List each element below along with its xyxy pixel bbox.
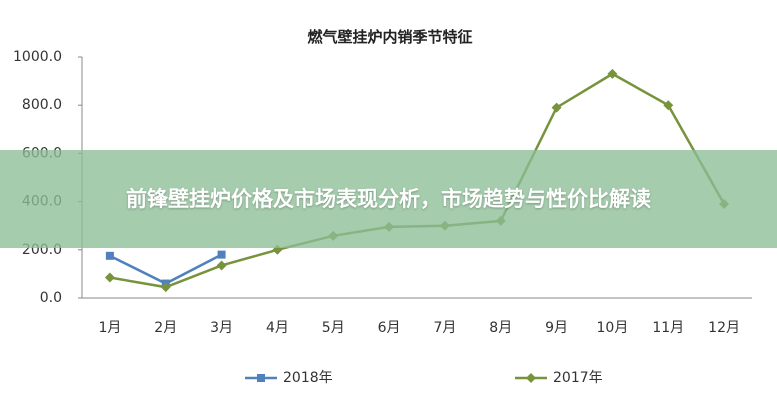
point <box>607 68 618 79</box>
chart-title: 燃气壁挂炉内销季节特征 <box>307 28 472 46</box>
x-tick-label: 4月 <box>266 320 289 336</box>
x-tick-label: 6月 <box>378 320 401 336</box>
legend-label: 2017年 <box>553 370 603 386</box>
y-tick-label: 1000.0 <box>13 49 62 65</box>
x-tick-label: 1月 <box>98 320 121 336</box>
point <box>663 100 674 111</box>
x-tick-label: 3月 <box>210 320 233 336</box>
x-tick-label: 7月 <box>433 320 456 336</box>
point <box>216 260 227 271</box>
x-tick-label: 2月 <box>154 320 177 336</box>
x-tick-label: 5月 <box>322 320 345 336</box>
point <box>160 282 171 293</box>
x-tick-label: 8月 <box>489 320 512 336</box>
point <box>104 272 115 283</box>
y-tick-label: 0.0 <box>40 290 62 306</box>
point <box>257 374 265 382</box>
overlay-banner: 前锋壁挂炉价格及市场表现分析，市场趋势与性价比解读 <box>0 150 777 248</box>
x-tick-label: 10月 <box>597 320 629 336</box>
overlay-text: 前锋壁挂炉价格及市场表现分析，市场趋势与性价比解读 <box>126 187 651 211</box>
point <box>217 250 226 259</box>
x-tick-label: 9月 <box>545 320 568 336</box>
point <box>526 373 536 383</box>
legend-label: 2018年 <box>283 370 333 386</box>
point <box>105 251 114 260</box>
x-tick-label: 12月 <box>708 320 740 336</box>
x-tick-label: 11月 <box>652 320 684 336</box>
point <box>551 102 562 113</box>
y-tick-label: 800.0 <box>22 97 62 113</box>
